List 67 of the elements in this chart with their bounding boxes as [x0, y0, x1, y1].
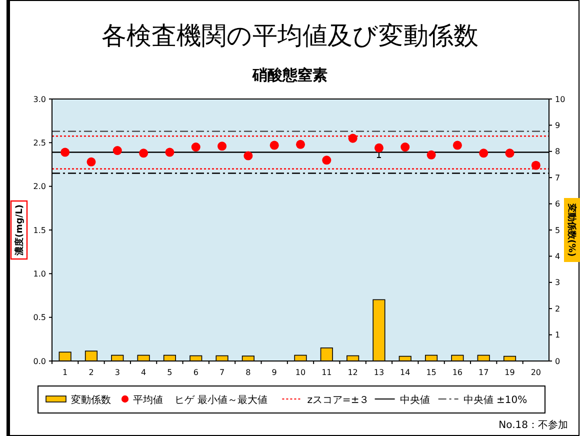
x-tick-label: 15: [426, 368, 436, 377]
x-tick-label: 5: [167, 368, 172, 377]
x-tick-label: 8: [246, 368, 251, 377]
point: [139, 148, 148, 158]
y2-tick-label: 6: [555, 200, 560, 209]
y2-tick-label: 10: [555, 94, 566, 104]
y-tick-label: 1.0: [33, 269, 46, 278]
y2-tick-label: 3: [555, 278, 560, 288]
y2-tick-label: 4: [555, 252, 560, 261]
text: ヒゲ 最小値～最大値: [174, 394, 268, 406]
point: [452, 140, 462, 150]
x-tick-label: 14: [400, 368, 410, 377]
point: [112, 146, 122, 156]
legend-label: 中央値 ±10%: [463, 394, 528, 406]
y-tick-label: 1.5: [33, 226, 46, 235]
y-tick-label: 2.0: [33, 182, 46, 192]
x-tick-label: 17: [478, 368, 489, 377]
y-tick-label: 2.5: [33, 138, 46, 148]
x-tick-label: 4: [141, 368, 146, 377]
y-axis-title: 濃度(mg/L): [14, 204, 26, 257]
point: [191, 142, 200, 152]
y-tick-label: 0.5: [33, 313, 46, 322]
x-tick-label: 10: [295, 368, 306, 377]
x-tick-label: 9: [272, 368, 277, 377]
legend-label: 平均値: [133, 394, 163, 406]
chart-subtitle: 硝酸態窒素: [252, 66, 328, 84]
x-tick-label: 12: [348, 368, 358, 377]
y2-tick-label: 2: [555, 304, 560, 314]
point: [296, 140, 306, 149]
x-tick-label: 6: [193, 368, 198, 377]
y2-tick-label: 8: [555, 147, 560, 156]
point: [86, 157, 96, 166]
x-tick-label: 11: [322, 368, 332, 377]
y2-tick-label: 1: [555, 330, 560, 340]
point: [374, 143, 384, 152]
text: No.18：不参加: [498, 419, 568, 431]
x-tick-label: 16: [452, 368, 463, 377]
x-tick-label: 2: [88, 368, 94, 377]
point: [531, 160, 540, 170]
point: [165, 148, 174, 157]
point: [348, 134, 358, 143]
x-tick-label: 20: [530, 368, 542, 377]
y2-tick-label: 9: [555, 121, 560, 130]
x-tick-label: 13: [374, 368, 384, 377]
x-tick-label: 19: [504, 368, 515, 377]
legend-label: zスコア=±３: [307, 395, 370, 406]
point: [400, 142, 410, 152]
point: [479, 148, 488, 158]
y-tick-label: 0.0: [33, 356, 46, 366]
point: [270, 140, 279, 150]
y2-axis-title: 変動係数(%): [566, 202, 577, 257]
x-tick-label: 7: [219, 368, 225, 377]
point: [244, 151, 253, 160]
point: [60, 148, 70, 157]
point: [426, 150, 436, 160]
chart-title: 各検査機関の平均値及び変動係数: [102, 21, 478, 50]
x-tick-label: 1: [62, 368, 68, 377]
point: [218, 142, 227, 151]
legend-label: 中央値: [400, 394, 430, 406]
y2-tick-label: 0: [555, 356, 560, 366]
point: [505, 148, 514, 158]
x-tick-label: 3: [114, 368, 120, 377]
y2-tick-label: 7: [555, 173, 560, 182]
y-tick-label: 3.0: [33, 94, 46, 104]
legend-label: 変動係数: [71, 394, 111, 406]
y2-tick-label: 5: [555, 226, 560, 235]
point: [322, 156, 332, 165]
